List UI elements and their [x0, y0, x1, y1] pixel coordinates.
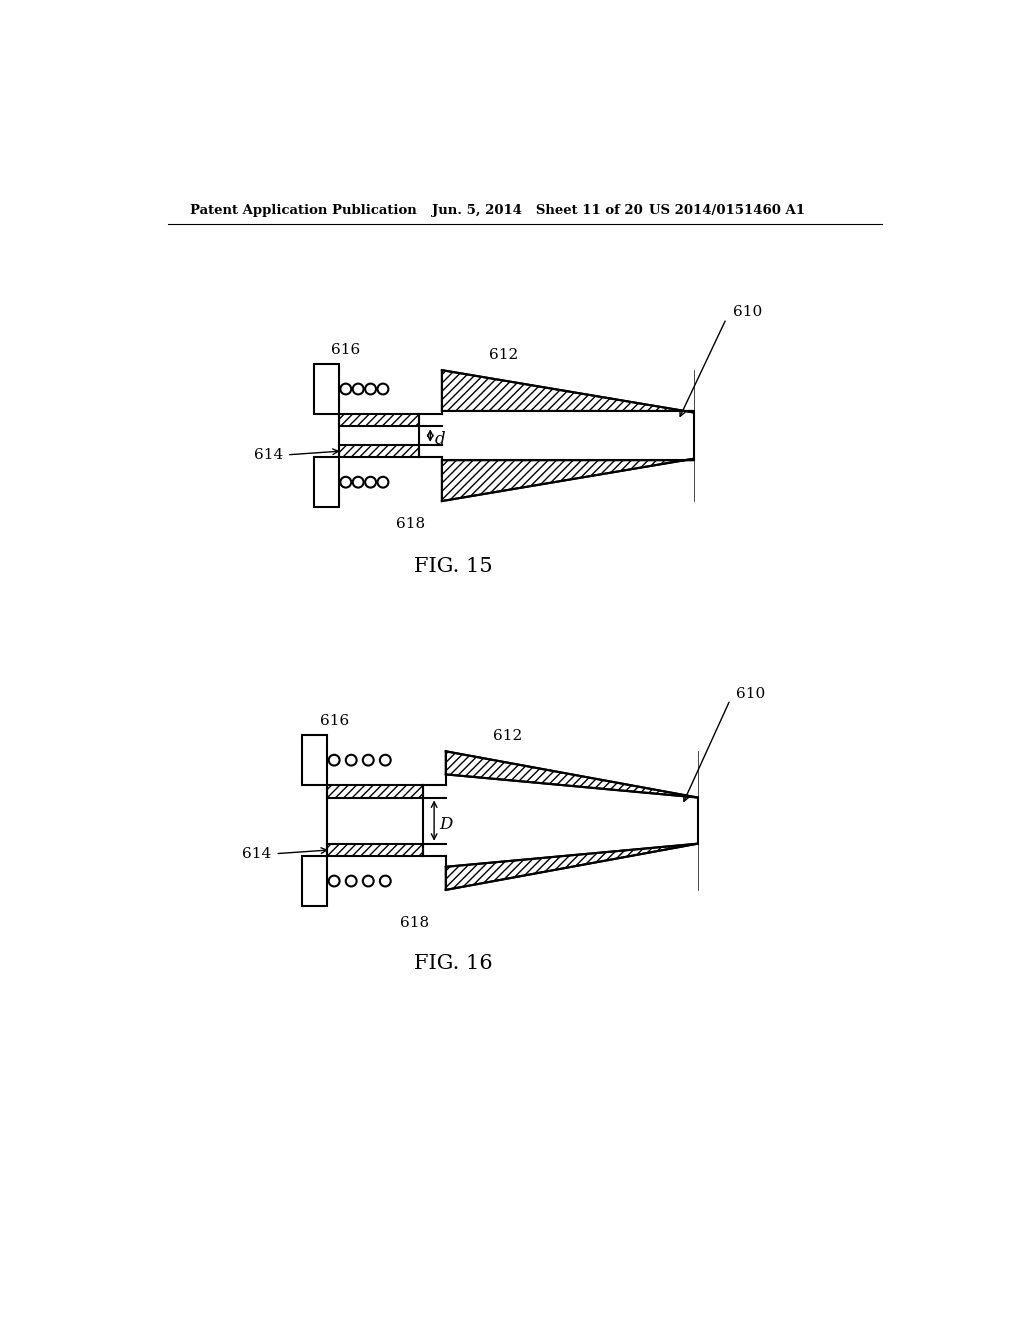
Circle shape [340, 477, 351, 487]
Text: 616: 616 [319, 714, 349, 729]
Text: 614: 614 [254, 447, 283, 462]
Bar [339, 445, 419, 457]
Text: 612: 612 [494, 729, 522, 743]
Text: Jun. 5, 2014   Sheet 11 of 20: Jun. 5, 2014 Sheet 11 of 20 [432, 205, 642, 218]
Bar [328, 785, 423, 797]
Circle shape [329, 875, 340, 887]
Polygon shape [442, 459, 693, 502]
Circle shape [346, 875, 356, 887]
Text: 618: 618 [400, 916, 429, 931]
Text: 610: 610 [736, 686, 766, 701]
Circle shape [380, 875, 391, 887]
Circle shape [380, 755, 391, 766]
Circle shape [366, 477, 376, 487]
Text: 616: 616 [331, 343, 360, 358]
Text: d: d [435, 430, 445, 447]
Bar [339, 414, 419, 426]
Circle shape [346, 755, 356, 766]
Text: FIG. 16: FIG. 16 [414, 953, 493, 973]
Polygon shape [445, 751, 697, 797]
Circle shape [378, 477, 388, 487]
Circle shape [378, 384, 388, 395]
Bar [314, 457, 339, 507]
Circle shape [366, 384, 376, 395]
Polygon shape [445, 843, 697, 890]
Circle shape [352, 477, 364, 487]
Bar [328, 843, 423, 857]
Text: 618: 618 [396, 517, 425, 531]
Circle shape [329, 755, 340, 766]
Circle shape [352, 384, 364, 395]
Text: FIG. 15: FIG. 15 [414, 557, 493, 576]
Text: 614: 614 [242, 846, 271, 861]
Circle shape [362, 755, 374, 766]
Bar [314, 364, 339, 414]
Bar [302, 855, 328, 906]
Text: Patent Application Publication: Patent Application Publication [190, 205, 417, 218]
Bar [302, 735, 328, 785]
Text: 612: 612 [489, 347, 518, 362]
Circle shape [340, 384, 351, 395]
Text: D: D [438, 816, 453, 833]
Circle shape [362, 875, 374, 887]
Text: US 2014/0151460 A1: US 2014/0151460 A1 [649, 205, 805, 218]
Text: 610: 610 [732, 305, 762, 319]
Polygon shape [442, 370, 693, 412]
